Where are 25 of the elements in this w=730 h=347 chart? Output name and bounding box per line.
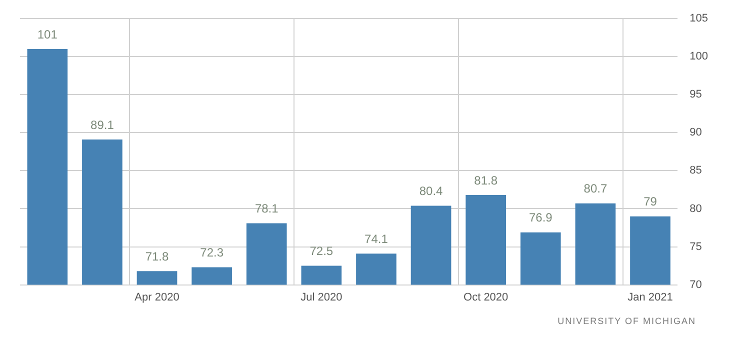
x-tick-label: Apr 2020 xyxy=(134,291,180,304)
data-label: 72.5 xyxy=(310,244,334,258)
y-tick-label: 75 xyxy=(690,240,702,253)
data-label: 89.1 xyxy=(90,118,114,132)
data-label: 80.7 xyxy=(584,182,608,196)
data-label: 81.8 xyxy=(474,173,498,188)
data-label: 101 xyxy=(37,27,58,42)
y-tick-label: 90 xyxy=(690,126,702,139)
data-label: 78.1 xyxy=(254,202,279,216)
x-tick-label: Jul 2020 xyxy=(300,291,342,304)
data-label: 74.1 xyxy=(364,232,388,246)
y-tick-label: 105 xyxy=(690,12,708,25)
y-tick-label: 85 xyxy=(690,164,702,177)
data-label: 72.3 xyxy=(200,246,224,260)
x-tick-label: Jan 2021 xyxy=(628,291,673,304)
x-tick-label: Oct 2020 xyxy=(464,291,508,304)
y-tick-label: 70 xyxy=(690,278,702,291)
data-label: 76.9 xyxy=(528,210,553,225)
y-tick-label: 100 xyxy=(690,50,708,63)
data-label: 80.4 xyxy=(419,184,444,198)
data-label: 71.8 xyxy=(145,249,170,264)
y-tick-label: 80 xyxy=(690,202,702,215)
data-label: 79 xyxy=(644,194,658,209)
text: UNIVERSITY OF MICHIGAN xyxy=(558,316,696,326)
y-tick-label: 95 xyxy=(690,88,702,101)
